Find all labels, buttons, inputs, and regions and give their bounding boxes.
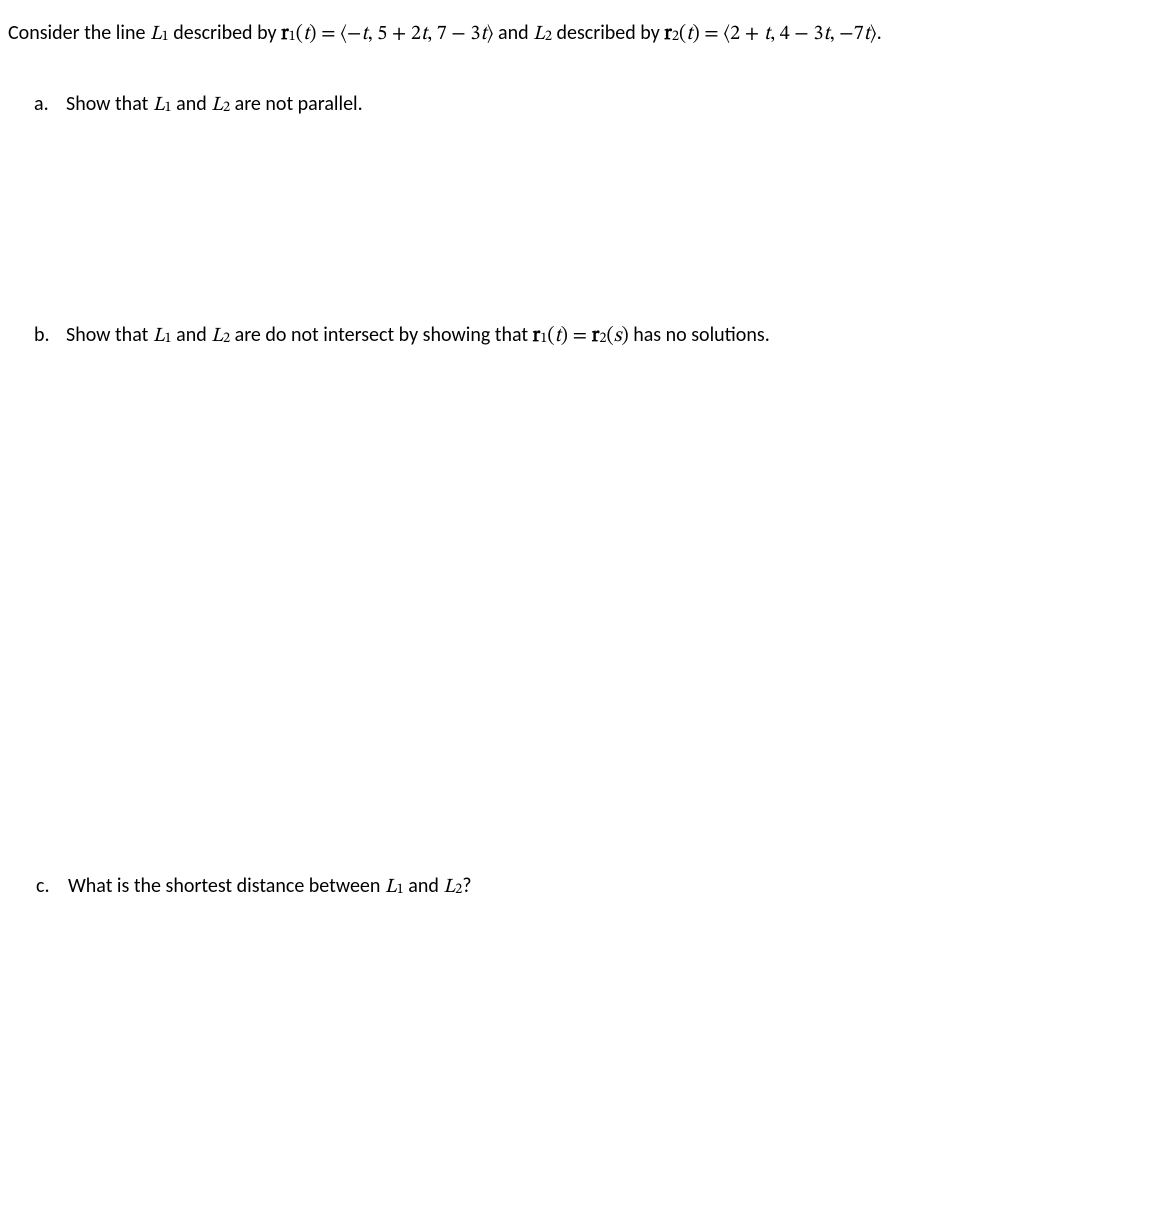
line-L2: L [211,90,223,120]
text: Show that [66,320,153,350]
text: has no solutions. [629,320,770,350]
text: are not parallel. [230,89,363,119]
part-a: a. Show that L1 and L2 are not parallel. [0,89,1157,120]
line-L1: L [385,872,397,902]
part-label-a: a. [34,89,66,119]
line-L1: L [153,321,165,351]
expr: , 7 − 3 [427,19,480,49]
sub-2: 2 [672,27,679,49]
vector-r1: r [281,19,289,49]
text: What is the shortest distance between [68,871,385,901]
paren: ( [606,321,613,351]
sub-1: 1 [162,27,169,49]
text: and [494,18,534,48]
expr: ⟩ [487,19,494,49]
sub-2: 2 [223,329,230,351]
line-L1: L [150,19,162,49]
paren: ( [296,19,303,49]
sub-1: 1 [289,27,296,49]
expr: , 4 − 3 [770,19,823,49]
text: Show that [66,89,153,119]
part-c-text: What is the shortest distance between L1… [68,871,471,902]
sub-2: 2 [223,98,230,120]
expr: ⟩. [870,19,882,49]
part-c: c. What is the shortest distance between… [0,871,1157,902]
text: and [172,89,212,119]
line-L2: L [211,321,223,351]
text: and [404,871,444,901]
expr: , 5 + 2 [368,19,421,49]
sub-1: 1 [165,98,172,120]
var-s: s [614,321,622,351]
problem-intro: Consider the line L1 described by r1(t) … [0,18,1157,49]
part-b: b. Show that L1 and L2 are do not inters… [0,320,1157,351]
expr: ) = ⟨2 + [692,19,763,49]
vector-r1: r [533,321,541,351]
line-L2: L [443,872,455,902]
part-label-c: c. [36,871,68,901]
paren: ) [622,321,629,351]
expr: ) = ⟨− [309,19,361,49]
paren: ( [547,321,554,351]
sub-2: 2 [599,329,606,351]
text: described by [169,18,281,48]
vector-r2: r [592,321,600,351]
expr: , −7 [830,19,864,49]
text: and [172,320,212,350]
line-L1: L [153,90,165,120]
part-a-text: Show that L1 and L2 are not parallel. [66,89,363,120]
part-b-text: Show that L1 and L2 are do not intersect… [66,320,770,351]
sub-1: 1 [165,329,172,351]
part-label-b: b. [34,320,66,350]
math-problem-page: Consider the line L1 described by r1(t) … [0,0,1157,1218]
text: Consider the line [8,18,150,48]
sub-1: 1 [397,880,404,902]
sub-2: 2 [455,880,462,902]
sub-1: 1 [540,329,547,351]
paren: ( [679,19,686,49]
expr: ) = [561,321,592,351]
text: ? [462,871,471,901]
text: described by [552,18,664,48]
text: are do not intersect by showing that [230,320,533,350]
line-L2: L [533,19,545,49]
vector-r2: r [664,19,672,49]
sub-2: 2 [545,27,552,49]
